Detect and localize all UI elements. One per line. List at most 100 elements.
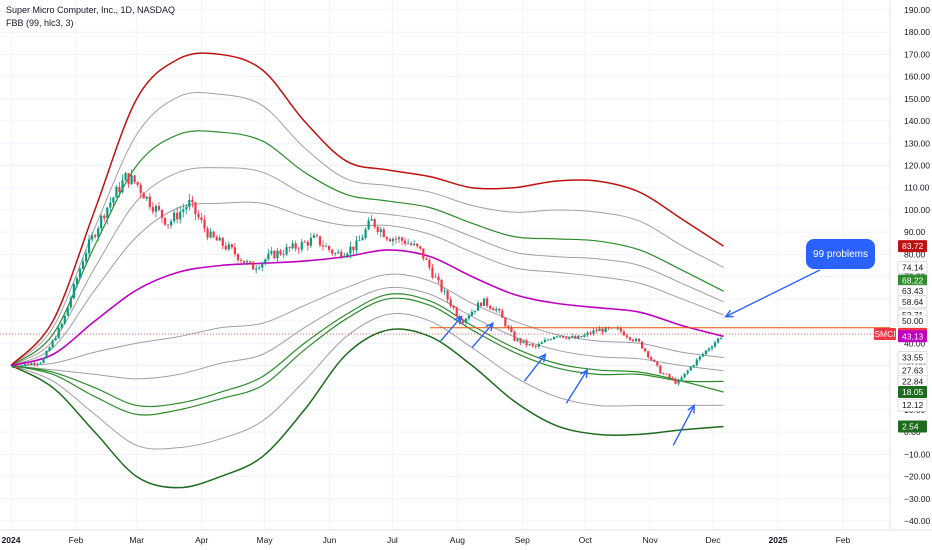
candle-body [598, 328, 601, 332]
candle-body [625, 335, 629, 338]
candle-body [647, 351, 650, 358]
candle-body [455, 307, 458, 317]
candle-body [543, 339, 546, 343]
arrow-head [485, 322, 495, 332]
candle-body [224, 245, 227, 250]
candle-body [452, 306, 455, 308]
candle-body [133, 175, 136, 183]
price-badge-label: 18.05 [902, 387, 924, 397]
x-tick-label: Oct [579, 535, 593, 545]
fbb-basis-line [10, 249, 724, 367]
candle-body [343, 255, 346, 258]
candle-body [267, 253, 270, 260]
candle-body [337, 251, 340, 254]
candle-body [324, 245, 328, 247]
price-badge [898, 274, 927, 287]
x-tick-label: Apr [195, 535, 208, 545]
price-badge [897, 295, 928, 309]
candle-body [634, 338, 638, 341]
candle-body [124, 173, 127, 181]
candle-body [653, 359, 656, 362]
candle-body [57, 327, 60, 339]
candle-body [565, 337, 568, 339]
candle-body [668, 374, 671, 378]
candle-body [534, 345, 537, 347]
candle-body [616, 327, 619, 329]
candle-body [689, 366, 692, 371]
candle-body [449, 299, 452, 307]
candle-body [555, 336, 559, 338]
candle-body [528, 344, 531, 346]
candle-body [574, 336, 577, 339]
candle-body [209, 231, 212, 238]
candle-body [30, 363, 33, 366]
price-badge-label: 83.72 [902, 241, 924, 251]
candle-body [297, 248, 300, 250]
candle-body [197, 214, 200, 218]
candle-body [139, 184, 142, 193]
candle-body [318, 236, 322, 246]
candle-body [249, 261, 252, 263]
fbb-lower-mid-line [10, 297, 724, 416]
price-badge [898, 330, 927, 343]
candle-body [11, 367, 15, 369]
candle-body [279, 250, 282, 255]
y-tick-label: 80.00 [904, 249, 926, 259]
price-badge [898, 420, 927, 433]
x-tick-label: 2024 [2, 535, 21, 545]
x-tick-label: Feb [836, 535, 851, 545]
candle-body [200, 217, 203, 221]
price-badge-label: 68.22 [902, 276, 924, 286]
candle-body [479, 302, 483, 306]
x-tick-label: Nov [643, 535, 659, 545]
price-badge [897, 314, 928, 328]
candle-body [683, 373, 686, 378]
candle-body [604, 327, 607, 333]
x-tick-label: Jun [323, 535, 337, 545]
candle-body [561, 336, 565, 338]
y-tick-label: 170.00 [904, 49, 930, 59]
candle-body [568, 337, 571, 339]
candle-body [100, 215, 103, 229]
candle-body [15, 367, 18, 369]
candle-body [148, 196, 151, 207]
candle-body [546, 339, 549, 341]
candle-body [48, 347, 51, 352]
chart-legend: Super Micro Computer, Inc., 1D, NASDAQ F… [6, 4, 175, 30]
candle-body [467, 315, 470, 319]
candle-body [91, 235, 94, 240]
arrow-head [453, 315, 463, 325]
price-badge-label: 2.54 [902, 421, 919, 431]
fbb-upper-mid-line [10, 130, 724, 366]
y-tick-label: −20.00 [904, 472, 931, 482]
candle-body [130, 175, 133, 185]
candle-body [242, 260, 246, 263]
candle-body [501, 310, 504, 318]
candle-body [264, 259, 267, 263]
annotation-callout[interactable]: 99 problems [806, 239, 875, 269]
candle-body [400, 237, 404, 241]
candle-body [595, 330, 598, 332]
candle-body [221, 237, 224, 246]
candle-body [437, 276, 440, 281]
y-tick-label: 150.00 [904, 94, 930, 104]
candle-body [391, 238, 395, 242]
candle-body [188, 199, 191, 208]
arrow-head [687, 404, 695, 414]
candle-body [349, 246, 352, 254]
candle-body [97, 228, 100, 237]
y-tick-label: 110.00 [904, 183, 930, 193]
candle-body [72, 284, 75, 299]
price-badge [897, 351, 928, 364]
candle-body [191, 199, 194, 203]
price-badge-label: 58.64 [902, 297, 924, 307]
candle-body [206, 228, 209, 238]
candle-body [446, 290, 449, 300]
candle-body [701, 354, 704, 357]
candle-body [492, 308, 495, 311]
y-tick-label: 190.00 [904, 5, 930, 15]
candle-body [182, 209, 185, 212]
price-badge-label: 74.14 [902, 262, 924, 272]
candle-body [109, 202, 112, 208]
